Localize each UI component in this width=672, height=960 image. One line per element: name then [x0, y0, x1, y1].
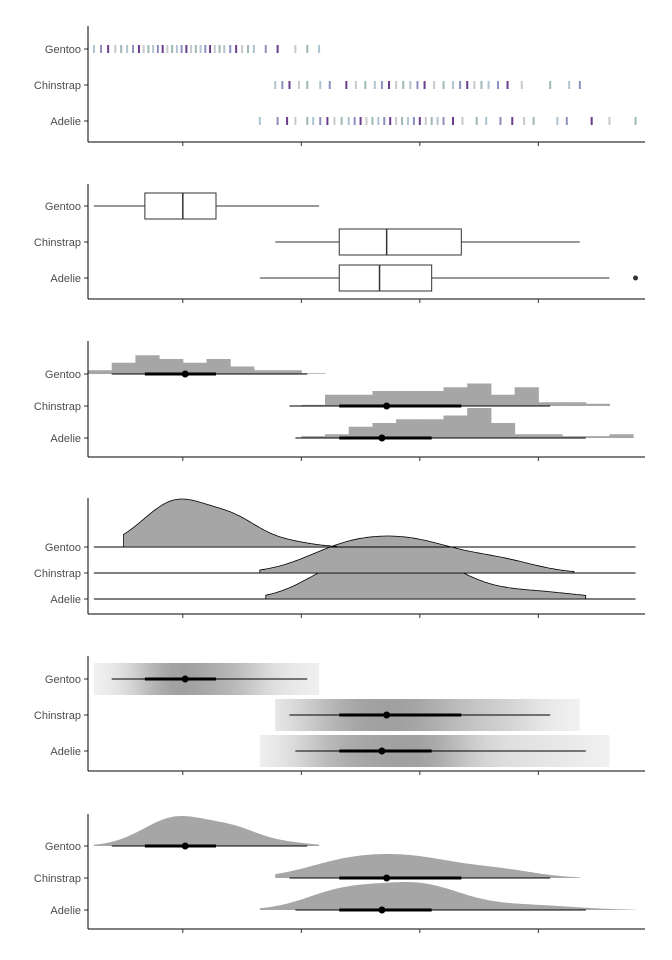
- hist-bar: [159, 359, 184, 374]
- y-tick-label: Gentoo: [45, 44, 81, 56]
- y-tick-label: Gentoo: [45, 674, 81, 686]
- interval-point: [181, 370, 189, 378]
- halfeye-density: [259, 882, 636, 910]
- hist-bar: [490, 394, 516, 406]
- hist-bar: [490, 423, 516, 438]
- hist-bar: [277, 370, 302, 374]
- hist-bar: [538, 434, 563, 438]
- interval-point: [378, 434, 386, 442]
- hist-bar: [514, 434, 539, 438]
- hist-bar: [585, 436, 610, 438]
- hist-bar: [443, 415, 468, 438]
- interval-point: [383, 711, 391, 719]
- y-tick-label: Chinstrap: [34, 401, 81, 413]
- hist-bar: [206, 359, 231, 374]
- hist-bar: [562, 436, 587, 438]
- y-tick-label: Chinstrap: [34, 710, 81, 722]
- hist-bar: [419, 419, 445, 438]
- hist-bar: [182, 362, 208, 374]
- y-tick-label: Gentoo: [45, 369, 81, 381]
- hist-bar: [111, 362, 136, 374]
- box-outlier: [633, 275, 639, 281]
- y-tick-label: Gentoo: [45, 542, 81, 554]
- y-tick-label: Adelie: [50, 905, 81, 917]
- hist-bar: [396, 419, 421, 438]
- hist-bar: [443, 387, 468, 406]
- hist-bar: [325, 434, 350, 438]
- halfeye-density: [93, 816, 320, 846]
- panel-rug: Gentoo Chinstrap Adelie: [34, 26, 645, 146]
- hist-bar: [348, 426, 373, 438]
- box: [144, 192, 217, 220]
- hist-bar: [372, 391, 397, 406]
- y-tick-label: Gentoo: [45, 841, 81, 853]
- box: [338, 264, 433, 292]
- interval-point: [383, 402, 391, 410]
- hist-bar: [253, 370, 279, 374]
- y-tick-label: Chinstrap: [34, 873, 81, 885]
- ridge-density: [259, 535, 575, 574]
- hist-bar: [538, 402, 563, 406]
- interval-point: [383, 874, 391, 882]
- hist-bar: [325, 394, 350, 406]
- interval-point: [181, 842, 189, 850]
- hist-bar: [348, 394, 373, 406]
- hist-bar: [514, 387, 539, 406]
- y-tick-label: Adelie: [50, 433, 81, 445]
- panel-ridgeline: Gentoo Chinstrap Adelie: [34, 498, 645, 618]
- interval-point: [378, 747, 386, 755]
- hist-bar: [609, 434, 634, 438]
- y-tick-label: Adelie: [50, 273, 81, 285]
- ridge-density: [123, 498, 338, 548]
- y-tick-label: Adelie: [50, 594, 81, 606]
- panel-gradient-interval: Gentoo Chinstrap Adelie: [34, 656, 645, 775]
- hist-bar: [301, 373, 326, 374]
- y-tick-label: Chinstrap: [34, 237, 81, 249]
- hist-bar: [88, 370, 113, 374]
- y-tick-label: Gentoo: [45, 201, 81, 213]
- hist-bar: [467, 408, 492, 438]
- box: [338, 228, 462, 256]
- y-tick-label: Chinstrap: [34, 568, 81, 580]
- interval-point: [181, 675, 189, 683]
- hist-bar: [562, 402, 587, 406]
- hist-bar: [585, 403, 610, 406]
- panel-boxplot: Gentoo Chinstrap Adelie: [34, 184, 645, 303]
- hist-bar: [372, 423, 397, 438]
- hist-bar: [135, 355, 160, 374]
- interval-point: [378, 906, 386, 914]
- hist-bar: [301, 436, 326, 438]
- hist-bar: [230, 366, 255, 374]
- panel-histogram: Gentoo Chinstrap Adelie: [34, 341, 645, 461]
- hist-bar: [419, 391, 445, 406]
- hist-bar: [396, 391, 421, 406]
- y-tick-label: Adelie: [50, 746, 81, 758]
- panel-halfeye: Gentoo Chinstrap Adelie: [34, 814, 645, 933]
- y-tick-label: Chinstrap: [34, 80, 81, 92]
- halfeye-density: [275, 854, 580, 878]
- hist-bar: [467, 383, 492, 406]
- y-tick-label: Adelie: [50, 116, 81, 128]
- hist-bar: [301, 404, 326, 406]
